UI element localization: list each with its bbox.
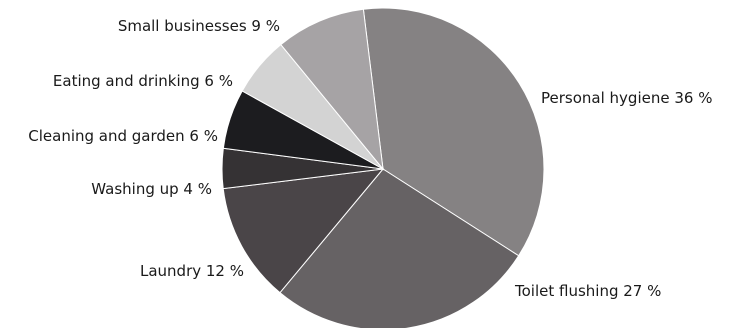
pie-slice-small-businesses (280, 8, 384, 171)
pie-labels: Personal hygiene 36 % Toilet flushing 27 … (28, 17, 712, 300)
pie-label-cleaning-and-garden: Cleaning and garden 6 % (28, 127, 218, 145)
pie-slices (221, 7, 545, 331)
pie-slice-personal-hygiene (362, 7, 545, 257)
pie-label-toilet-flushing: Toilet flushing 27 % (514, 282, 661, 300)
pie-label-small-businesses: Small businesses 9 % (118, 17, 280, 35)
pie-slice-laundry (222, 168, 385, 294)
pie-label-laundry: Laundry 12 % (140, 262, 244, 280)
pie-label-eating-and-drinking: Eating and drinking 6 % (53, 72, 233, 90)
pie-label-washing-up: Washing up 4 % (91, 180, 212, 198)
pie-label-personal-hygiene: Personal hygiene 36 % (541, 89, 712, 107)
